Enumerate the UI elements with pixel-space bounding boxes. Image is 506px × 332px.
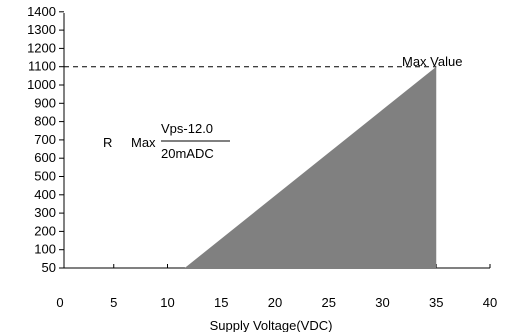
x-tick-label: 0	[56, 295, 63, 310]
x-tick-label: 20	[268, 295, 282, 310]
max-value-label: Max Value	[402, 54, 462, 69]
y-tick-label: 300	[34, 205, 56, 220]
formula-r: R	[103, 135, 112, 150]
formula-numerator: Vps-12.0	[161, 121, 213, 136]
y-tick-label: 400	[34, 187, 56, 202]
x-tick-label: 40	[483, 295, 497, 310]
y-tick-label: 1100	[28, 59, 56, 74]
y-tick-label: 1300	[27, 22, 56, 37]
y-tick-label: 600	[34, 150, 56, 165]
formula-max: Max	[131, 135, 156, 150]
x-axis-title: Supply Voltage(VDC)	[210, 318, 333, 332]
y-tick-label: 700	[34, 132, 56, 147]
plot-area	[64, 66, 437, 268]
formula: R Max Vps-12.0 20mADC	[103, 121, 230, 161]
x-tick-label: 15	[214, 295, 228, 310]
y-axis: 50 100 200 300 400 500 600 700 800 900 1000 1100 120…	[27, 4, 65, 275]
y-tick-label: 50	[42, 260, 56, 275]
y-tick-label: 1400	[27, 4, 56, 19]
formula-denominator: 20mADC	[161, 146, 214, 161]
y-tick-label: 100	[34, 242, 56, 257]
x-tick-label: 35	[429, 295, 443, 310]
y-tick-label: 800	[34, 114, 56, 129]
y-tick-label: 500	[34, 169, 56, 184]
x-tick-label: 5	[110, 295, 117, 310]
area-series-0	[184, 66, 437, 268]
y-tick-label: 1200	[27, 40, 56, 55]
y-tick-label: 200	[34, 223, 56, 238]
x-axis: 0 5 10 15 20 25 30 35 40	[56, 264, 497, 310]
x-tick-label: 25	[322, 295, 336, 310]
x-tick-label: 30	[375, 295, 389, 310]
y-tick-label: 900	[34, 95, 56, 110]
y-tick-label: 1000	[27, 77, 56, 92]
x-tick-label: 10	[160, 295, 174, 310]
